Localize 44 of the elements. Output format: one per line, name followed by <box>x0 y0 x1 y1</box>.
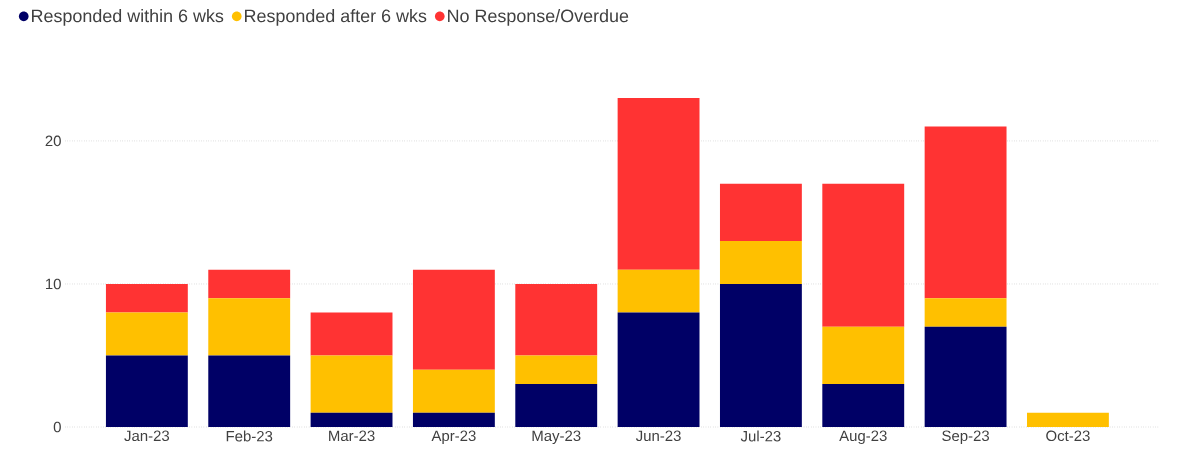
bar <box>105 355 188 427</box>
bar <box>822 183 905 327</box>
x-tick-label: May-23 <box>532 430 581 445</box>
x-tick-label: Mar-23 <box>329 430 375 442</box>
x-tick-label: Sep-23 <box>942 430 990 445</box>
y-tick-label: 20 <box>45 135 61 147</box>
bar <box>924 326 1007 427</box>
x-tick-label: Oct-23 <box>1046 430 1090 442</box>
x-tick-label: Jul-23 <box>740 430 781 442</box>
bar <box>208 269 291 299</box>
bar <box>310 412 393 427</box>
bar <box>822 326 905 385</box>
bar <box>105 312 188 356</box>
bar <box>412 269 495 370</box>
x-tick-label: Feb-23 <box>226 430 273 442</box>
x-tick-label: Jun-23 <box>635 430 681 442</box>
bar <box>412 369 495 413</box>
y-tick-label: 10 <box>46 278 61 290</box>
bar <box>515 384 598 427</box>
bar <box>719 283 802 427</box>
x-tick-label: Aug-23 <box>839 430 887 445</box>
bar <box>310 312 393 356</box>
bar <box>822 384 905 427</box>
bar <box>719 241 802 284</box>
bar <box>924 126 1007 299</box>
bar <box>105 283 188 313</box>
legend-label: No Response/Overdue <box>448 9 629 26</box>
bar <box>617 312 700 427</box>
x-tick-label: Apr-23 <box>431 430 476 445</box>
bar <box>617 269 700 313</box>
bar <box>412 412 495 427</box>
x-tick-label: Jan-23 <box>124 430 170 442</box>
bar <box>208 355 291 427</box>
legend-label: Responded after 6 wks <box>245 9 427 26</box>
y-tick-label: 0 <box>53 421 61 433</box>
bar <box>515 355 598 385</box>
bar <box>719 183 802 242</box>
bar <box>617 98 700 270</box>
bar <box>1026 412 1109 427</box>
bar <box>515 283 598 356</box>
bar <box>310 355 393 413</box>
bar <box>208 298 291 356</box>
bar <box>924 298 1007 327</box>
legend-label: Responded within 6 wks <box>32 9 224 26</box>
